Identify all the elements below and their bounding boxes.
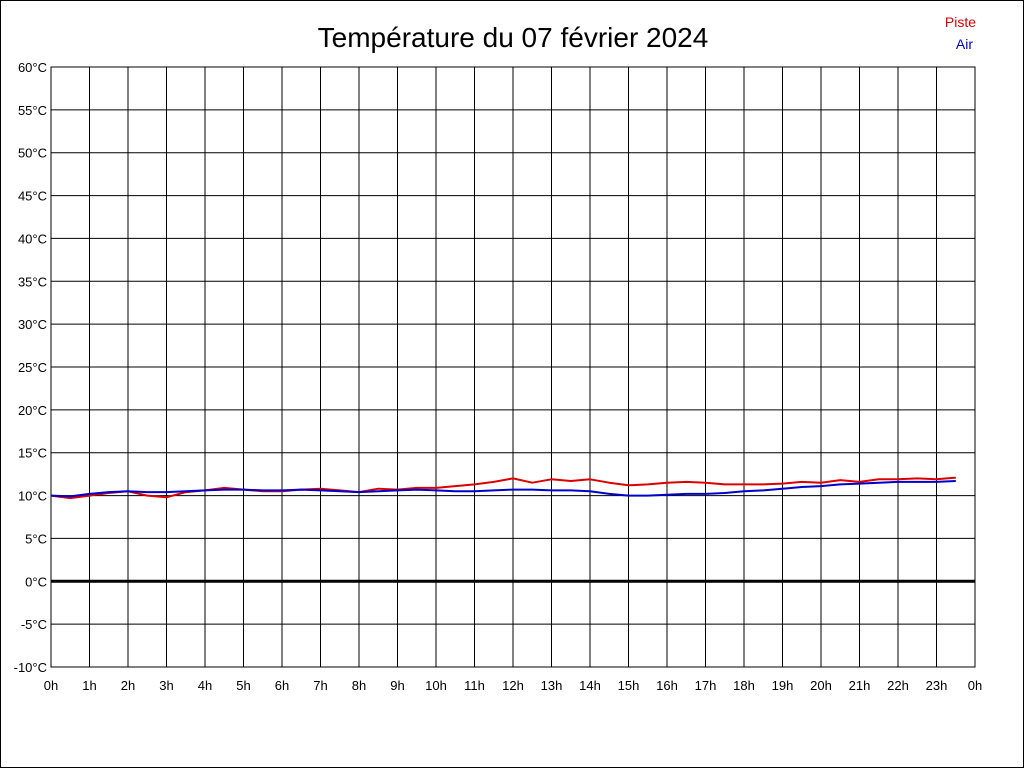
x-tick-label: 2h (121, 678, 135, 693)
x-tick-label: 12h (502, 678, 524, 693)
y-tick-label: 40°C (18, 231, 47, 246)
x-tick-label: 21h (849, 678, 871, 693)
x-tick-label: 9h (390, 678, 404, 693)
y-tick-label: 25°C (18, 360, 47, 375)
x-tick-label: 14h (579, 678, 601, 693)
x-tick-label: 15h (618, 678, 640, 693)
x-tick-label: 17h (695, 678, 717, 693)
y-tick-label: 60°C (18, 60, 47, 75)
plot-border-group (50, 66, 976, 668)
y-tick-label: 0°C (25, 574, 47, 589)
x-tick-label: 0h (968, 678, 982, 693)
x-tick-label: 23h (926, 678, 948, 693)
y-tick-label: 35°C (18, 274, 47, 289)
legend: Piste Air (945, 14, 976, 52)
chart-title: Température du 07 février 2024 (318, 22, 709, 53)
x-tick-label: 20h (810, 678, 832, 693)
y-axis-ticks: 60°C 55°C 50°C 45°C 40°C 35°C 30°C 25°C 20°C 15°C… (14, 60, 47, 675)
x-tick-label: 10h (425, 678, 447, 693)
x-tick-label: 13h (541, 678, 563, 693)
x-tick-label: 18h (733, 678, 755, 693)
x-tick-label: 0h (44, 678, 58, 693)
series-line-piste (50, 476, 956, 500)
x-tick-label: 1h (82, 678, 96, 693)
x-tick-label: 16h (656, 678, 678, 693)
y-tick-label: 55°C (18, 103, 47, 118)
x-tick-label: 19h (772, 678, 794, 693)
series-line-air (50, 480, 956, 498)
x-tick-label: 5h (236, 678, 250, 693)
y-tick-label: -5°C (21, 617, 47, 632)
x-tick-label: 11h (464, 678, 485, 693)
x-tick-label: 4h (198, 678, 212, 693)
plot-border (50, 66, 976, 668)
y-tick-label: 10°C (18, 489, 47, 504)
series-group (50, 476, 956, 500)
grid (50, 66, 976, 668)
y-tick-label: 30°C (18, 317, 47, 332)
x-tick-label: 6h (275, 678, 289, 693)
y-tick-label: 45°C (18, 189, 47, 204)
x-tick-label: 8h (352, 678, 366, 693)
x-tick-label: 7h (313, 678, 327, 693)
y-tick-label: 50°C (18, 146, 47, 161)
legend-entry-air: Air (956, 36, 973, 52)
x-tick-label: 3h (159, 678, 173, 693)
y-tick-label: 20°C (18, 403, 47, 418)
y-tick-label: -10°C (14, 660, 47, 675)
y-tick-label: 5°C (25, 531, 47, 546)
legend-entry-piste: Piste (945, 14, 976, 30)
y-tick-label: 15°C (18, 446, 47, 461)
x-tick-label: 22h (887, 678, 909, 693)
x-axis-ticks: 0h 1h 2h 3h 4h 5h 6h 7h 8h 9h 10h 11h 12h 13h 14h 15h 16… (44, 678, 982, 693)
